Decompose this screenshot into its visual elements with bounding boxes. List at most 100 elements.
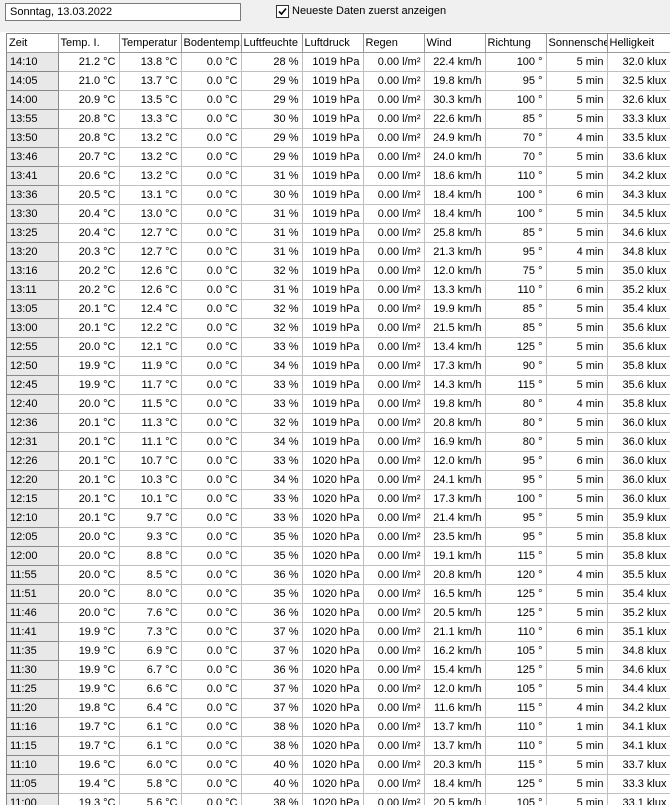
data-cell: 13.3 °C [119, 110, 181, 129]
data-cell: 32.6 klux [607, 91, 670, 110]
column-header[interactable]: Temp. I. [58, 34, 119, 53]
data-cell: 5 min [546, 357, 607, 376]
data-cell: 34.3 klux [607, 186, 670, 205]
data-cell: 6.9 °C [119, 642, 181, 661]
data-cell: 8.5 °C [119, 566, 181, 585]
data-cell: 19.9 km/h [424, 300, 485, 319]
data-cell: 33 % [241, 509, 302, 528]
data-cell: 100 ° [485, 91, 546, 110]
data-cell: 40 % [241, 775, 302, 794]
column-header[interactable]: Temperatur [119, 34, 181, 53]
data-cell: 13.2 °C [119, 129, 181, 148]
data-cell: 100 ° [485, 53, 546, 72]
data-cell: 35.0 klux [607, 262, 670, 281]
data-cell: 19.3 °C [58, 794, 119, 805]
data-cell: 32 % [241, 319, 302, 338]
data-cell: 100 ° [485, 205, 546, 224]
data-cell: 33 % [241, 395, 302, 414]
data-cell: 35 % [241, 528, 302, 547]
data-cell: 0.00 l/m² [363, 528, 424, 547]
column-header[interactable]: Bodentemp. [181, 34, 241, 53]
data-cell: 8.8 °C [119, 547, 181, 566]
data-cell: 0.00 l/m² [363, 224, 424, 243]
data-cell: 85 ° [485, 300, 546, 319]
column-header[interactable]: Richtung [485, 34, 546, 53]
date-field[interactable]: Sonntag, 13.03.2022 [5, 3, 241, 21]
time-cell: 12:40 [7, 395, 58, 414]
data-cell: 0.0 °C [181, 91, 241, 110]
data-cell: 12.1 °C [119, 338, 181, 357]
data-cell: 115 ° [485, 547, 546, 566]
time-cell: 11:51 [7, 585, 58, 604]
data-cell: 70 ° [485, 148, 546, 167]
data-cell: 29 % [241, 129, 302, 148]
data-cell: 20.0 °C [58, 528, 119, 547]
data-cell: 6 min [546, 623, 607, 642]
data-cell: 22.4 km/h [424, 53, 485, 72]
data-cell: 85 ° [485, 224, 546, 243]
data-cell: 34.2 klux [607, 699, 670, 718]
column-header[interactable]: Luftfeuchte [241, 34, 302, 53]
data-cell: 100 ° [485, 186, 546, 205]
column-header[interactable]: Luftdruck [302, 34, 363, 53]
time-cell: 11:41 [7, 623, 58, 642]
data-cell: 30 % [241, 186, 302, 205]
column-header[interactable]: Helligkeit [607, 34, 670, 53]
checkbox-label[interactable]: Neueste Daten zuerst anzeigen [292, 5, 446, 18]
column-header[interactable]: Zeit [7, 34, 58, 53]
column-header[interactable]: Regen [363, 34, 424, 53]
data-cell: 18.4 km/h [424, 775, 485, 794]
data-cell: 36 % [241, 604, 302, 623]
checkbox[interactable] [276, 5, 289, 18]
column-header[interactable]: Wind [424, 34, 485, 53]
column-header[interactable]: Sonnenschein [546, 34, 607, 53]
data-cell: 95 ° [485, 509, 546, 528]
data-cell: 20.3 km/h [424, 756, 485, 775]
data-cell: 11.3 °C [119, 414, 181, 433]
data-cell: 1020 hPa [302, 718, 363, 737]
data-cell: 38 % [241, 794, 302, 805]
